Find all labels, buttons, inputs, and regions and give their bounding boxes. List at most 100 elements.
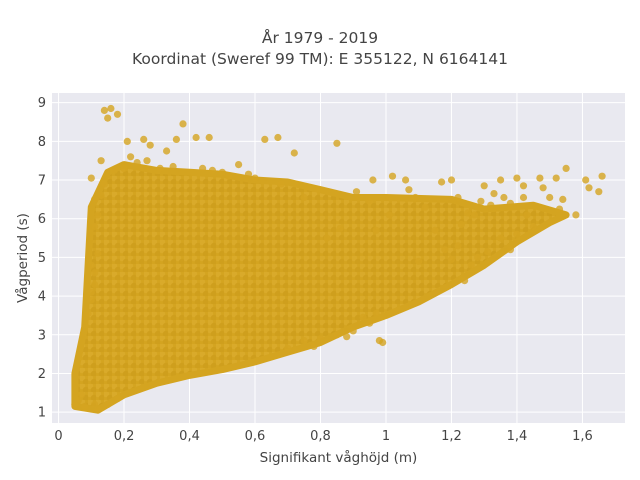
x-tick-label: 0,6 — [245, 429, 266, 444]
scatter-point — [192, 133, 200, 142]
scatter-point — [277, 180, 285, 188]
scatter-point — [107, 104, 115, 113]
y-tick-label: 9 — [38, 96, 46, 111]
scatter-point — [91, 222, 99, 231]
scatter-point — [225, 172, 233, 180]
scatter-point — [284, 344, 292, 352]
scatter-point — [372, 226, 380, 234]
scatter-point — [110, 166, 118, 174]
x-tick-label: 1 — [382, 429, 390, 444]
scatter-point — [375, 337, 383, 345]
scatter-point — [84, 309, 92, 318]
scatter-point — [343, 333, 351, 341]
scatter-point — [113, 110, 122, 118]
scatter-point — [359, 313, 367, 321]
scatter-point — [123, 137, 131, 145]
scatter-point — [87, 261, 95, 269]
scatter-point — [127, 153, 135, 161]
x-tick-label: 0,8 — [310, 429, 331, 444]
scatter-point — [218, 168, 226, 176]
y-tick-label: 5 — [38, 251, 46, 266]
scatter-point — [323, 234, 331, 242]
scatter-point — [310, 342, 318, 350]
scatter-point — [143, 157, 151, 165]
scatter-point — [97, 191, 105, 200]
scatter-point — [506, 199, 514, 207]
chart-title: År 1979 - 2019 — [261, 29, 379, 47]
scatter-point — [487, 201, 495, 209]
scatter-point — [519, 193, 528, 202]
scatter-point — [94, 250, 102, 258]
y-tick-label: 3 — [38, 328, 46, 343]
scatter-point — [179, 120, 187, 128]
scatter-point — [483, 248, 492, 256]
scatter-point — [490, 190, 498, 198]
scatter-point — [205, 133, 213, 142]
scatter-point — [87, 288, 95, 296]
scatter-point — [244, 170, 253, 178]
scatter-point — [146, 141, 154, 149]
scatter-point — [163, 147, 171, 155]
x-tick-label: 1,4 — [507, 429, 528, 444]
scatter-point — [208, 166, 216, 174]
scatter-point — [447, 255, 456, 263]
scatter-point — [81, 402, 89, 410]
scatter-point — [539, 184, 547, 192]
scatter-point — [415, 257, 423, 265]
scatter-point — [87, 174, 95, 182]
scatter-point — [71, 400, 79, 408]
x-tick-label: 0,4 — [179, 429, 200, 444]
scatter-point — [94, 211, 102, 219]
scatter-point — [497, 234, 505, 242]
scatter-point — [582, 176, 590, 184]
scatter-point — [349, 327, 357, 335]
scatter-point — [457, 220, 465, 229]
scatter-point — [405, 186, 413, 194]
y-axis-title: Vågperiod (s) — [14, 213, 31, 303]
scatter-point — [546, 193, 554, 202]
scatter-point — [97, 157, 105, 165]
scatter-point — [388, 172, 397, 180]
y-tick-label: 6 — [38, 212, 46, 227]
scatter-point — [536, 174, 544, 182]
scatter-point — [477, 197, 485, 205]
scatter-point — [595, 188, 603, 196]
scatter-point — [77, 391, 86, 399]
scatter-point — [300, 193, 308, 202]
scatter-points — [71, 104, 606, 414]
x-axis-title: Signifikant våghöjd (m) — [260, 449, 418, 466]
scatter-point — [120, 164, 128, 172]
scatter-point — [447, 176, 456, 184]
scatter-point — [598, 172, 606, 180]
scatter-point — [352, 188, 361, 196]
chart-subtitle: Koordinat (Sweref 99 TM): E 355122, N 61… — [132, 50, 508, 68]
scatter-point — [529, 222, 537, 231]
scatter-point — [100, 106, 108, 114]
scatter-point — [431, 226, 439, 234]
scatter-point — [464, 209, 472, 217]
scatter-point — [497, 176, 505, 184]
scatter-point — [523, 211, 531, 219]
scatter-point — [300, 337, 308, 345]
y-axis-ticks: 1 2 3 4 5 6 7 8 9 — [38, 96, 46, 420]
scatter-point — [513, 174, 521, 182]
scatter-point — [441, 246, 449, 254]
scatter-point — [366, 319, 374, 327]
scatter-point — [169, 162, 177, 171]
scatter-point — [513, 230, 521, 238]
x-tick-label: 1,2 — [441, 429, 462, 444]
scatter-point — [372, 309, 380, 318]
scatter-point — [385, 211, 393, 219]
scatter-point — [104, 400, 112, 408]
x-tick-label: 0 — [54, 429, 62, 444]
scatter-point — [454, 242, 462, 250]
scatter-point — [133, 159, 141, 167]
scatter-point — [438, 178, 446, 186]
scatter-point — [261, 135, 269, 143]
scatter-point — [366, 197, 374, 205]
scatter-point — [559, 195, 567, 203]
x-axis-ticks: 0 0,2 0,4 0,6 0,8 1 1,2 1,4 1,6 — [54, 429, 592, 444]
scatter-point — [235, 161, 243, 169]
scatter-point — [555, 205, 564, 213]
y-tick-label: 8 — [38, 135, 46, 150]
